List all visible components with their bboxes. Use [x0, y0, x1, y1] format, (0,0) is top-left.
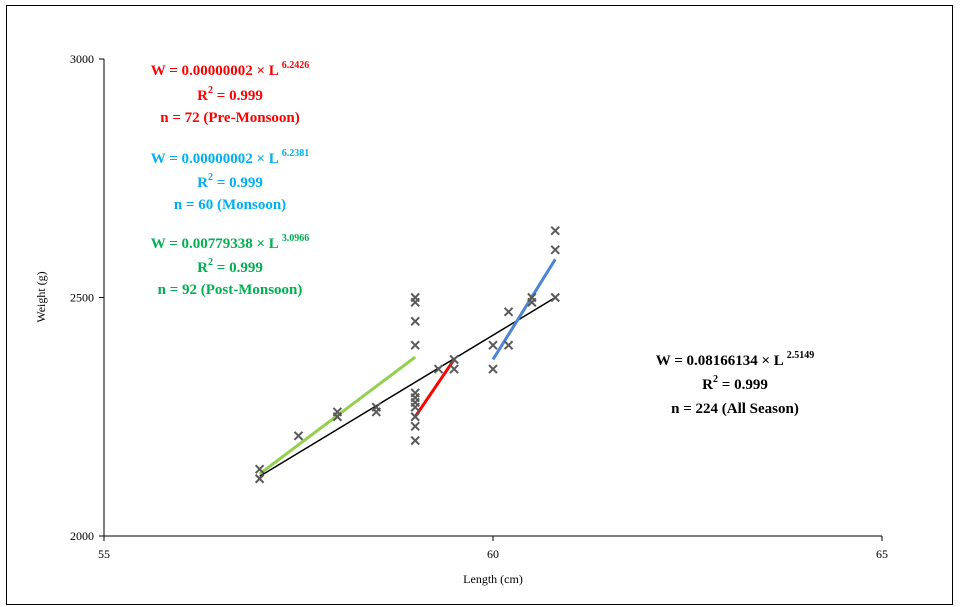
equation-all-line: R2 = 0.999 [702, 374, 768, 393]
equation-post-line: R2 = 0.999 [197, 257, 263, 276]
data-point [410, 388, 420, 398]
y-axis-label: Weight (g) [34, 271, 48, 322]
data-point [371, 402, 382, 412]
ticks: 55 60 65 2000 2500 3000 [70, 52, 888, 561]
equation-monsoon-line: n = 60 (Monsoon) [174, 197, 286, 213]
y-tick-label: 2000 [70, 529, 94, 543]
data-points [254, 226, 560, 484]
equation-annotations: W = 0.00000002 × L 6.2426 R2 = 0.999 n = 7… [151, 60, 815, 417]
y-tick-label: 3000 [70, 52, 94, 66]
data-point [488, 364, 498, 374]
data-point [410, 412, 420, 422]
data-point [550, 292, 560, 303]
equation-monsoon-line: R2 = 0.999 [197, 172, 263, 191]
equation-pre-line: R2 = 0.999 [197, 85, 263, 104]
data-point [410, 421, 420, 431]
x-tick-label: 65 [876, 547, 888, 561]
data-point [550, 226, 560, 236]
data-point [433, 364, 444, 374]
data-point [503, 307, 514, 317]
y-tick-label: 2500 [70, 291, 94, 305]
equation-post-line: W = 0.00779338 × L 3.0966 [151, 233, 310, 252]
chart-frame [6, 5, 953, 605]
data-point [410, 340, 420, 350]
equation-pre-line: n = 72 (Pre-Monsoon) [160, 110, 300, 126]
equation-all-line: n = 224 (All Season) [671, 401, 799, 417]
data-point [254, 474, 265, 484]
x-tick-label: 55 [98, 547, 110, 561]
equation-all-line: W = 0.08166134 × L 2.5149 [656, 350, 815, 369]
data-point [254, 464, 265, 474]
data-point [488, 340, 498, 350]
data-point [503, 340, 514, 350]
data-point [332, 407, 343, 417]
data-point [449, 364, 459, 374]
data-point [410, 316, 420, 327]
data-point [410, 435, 420, 446]
data-point [527, 292, 537, 303]
x-tick-label: 60 [487, 547, 499, 561]
equation-post-line: n = 92 (Post-Monsoon) [158, 282, 303, 298]
equation-monsoon-line: W = 0.00000002 × L 6.2381 [151, 148, 310, 167]
x-axis-label: Length (cm) [463, 572, 523, 586]
fit-line-pre [413, 358, 456, 418]
data-point [293, 431, 304, 441]
fit-line-all [259, 296, 556, 478]
fit-line-monsoon [491, 258, 557, 361]
fit-lines [258, 258, 557, 478]
data-point [410, 292, 420, 303]
data-point [550, 245, 560, 255]
data-point [449, 354, 459, 365]
equation-pre-line: W = 0.00000002 × L 6.2426 [151, 60, 310, 79]
